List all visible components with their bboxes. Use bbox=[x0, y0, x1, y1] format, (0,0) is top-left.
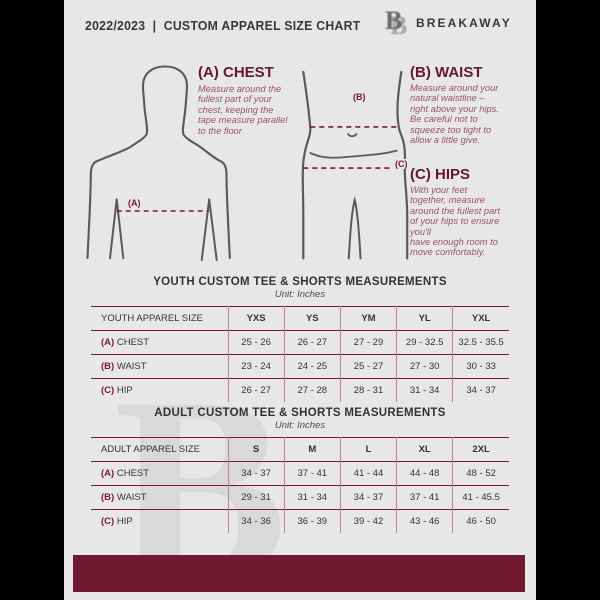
svg-text:B: B bbox=[390, 11, 407, 39]
